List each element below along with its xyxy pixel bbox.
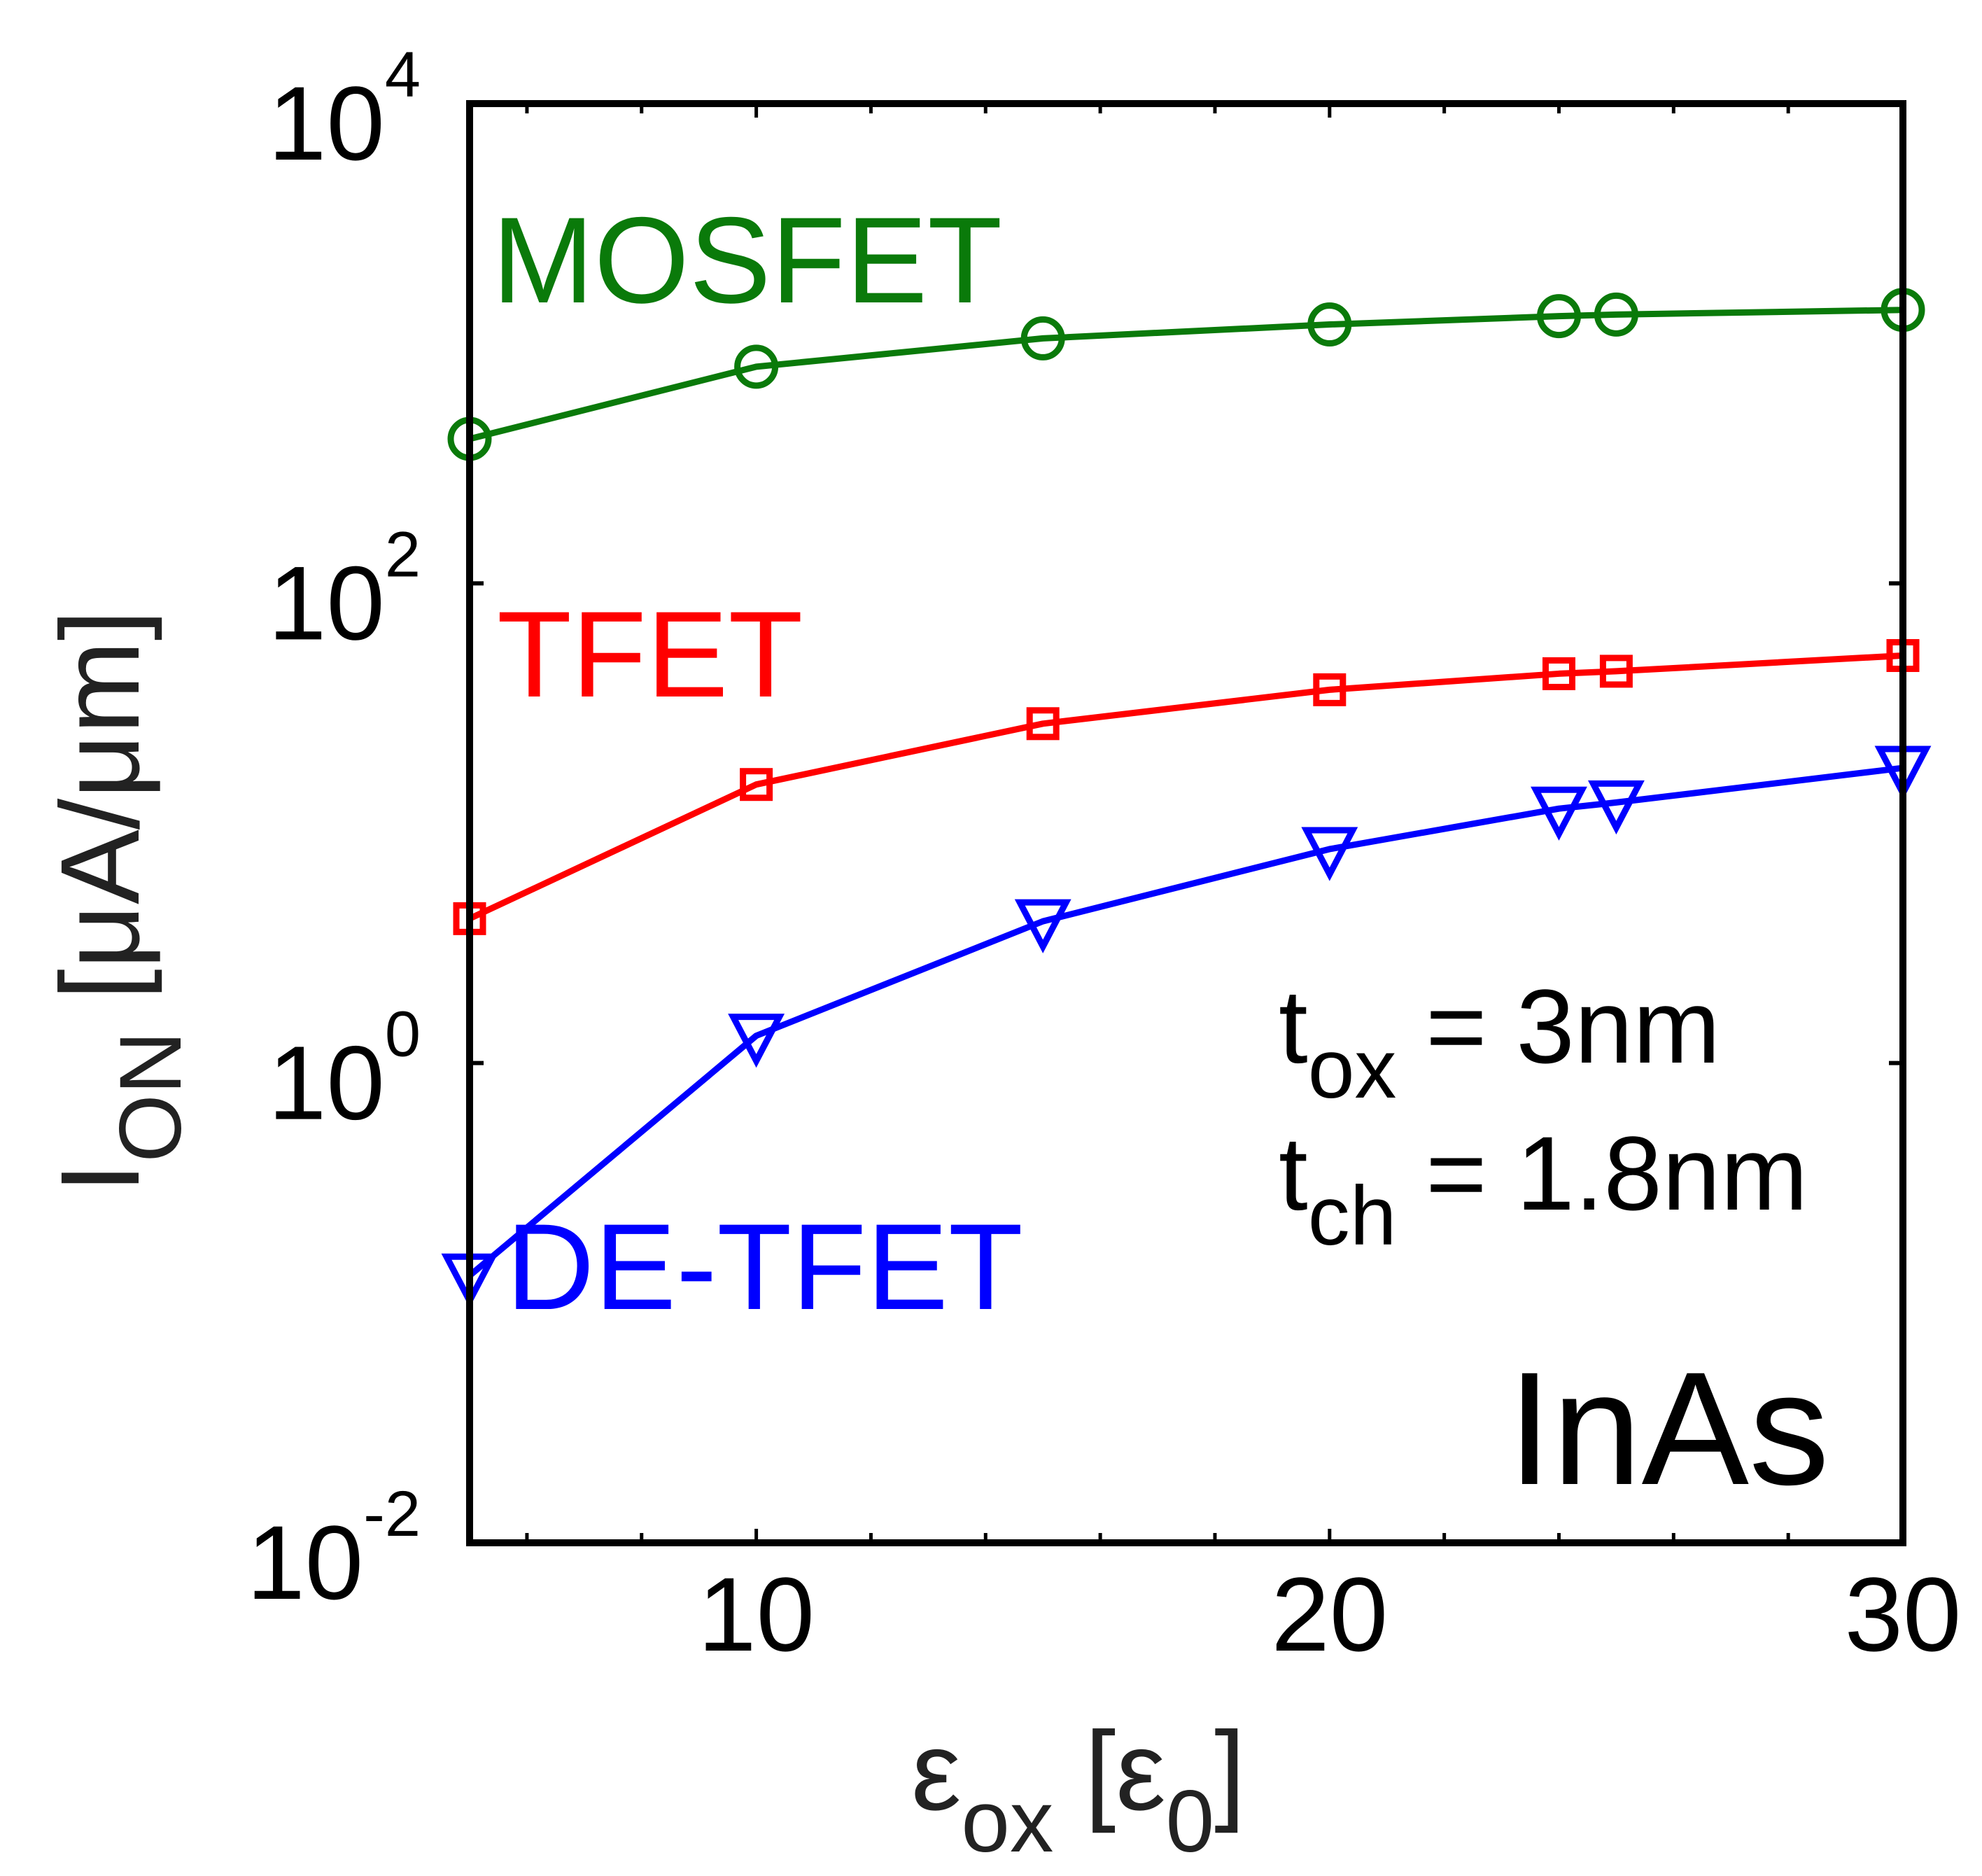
y-axis-title-unit: [μA/μm] — [37, 610, 162, 1031]
y-tick-exponent: 0 — [385, 999, 421, 1070]
y-tick-exponent: -2 — [363, 1478, 421, 1550]
series-label-mosfet: MOSFET — [492, 192, 1002, 329]
annotation-material: InAs — [1507, 1338, 1829, 1518]
data-point-tfet — [1026, 707, 1060, 741]
x-axis-title-main: ε — [911, 1708, 961, 1833]
y-tick-label: 102 — [268, 519, 421, 662]
x-axis-title-unit-sub: 0 — [1166, 1773, 1215, 1870]
series-line-de-tfet — [468, 764, 1904, 1278]
data-point-mosfet — [734, 344, 779, 389]
data-point-mosfet — [1020, 316, 1065, 360]
annotation-tch-rest: = 1.8nm — [1396, 1114, 1808, 1232]
data-point-de-tfet — [728, 1014, 785, 1068]
data-point-de-tfet — [1587, 780, 1645, 835]
y-tick-exponent: 2 — [385, 519, 421, 590]
x-tick-label: 30 — [1845, 1555, 1962, 1673]
y-tick-base: 10 — [268, 1024, 385, 1142]
annotation-tox-main: t — [1279, 967, 1308, 1085]
data-point-mosfet — [1594, 292, 1638, 337]
series-line-mosfet — [468, 307, 1904, 442]
series-label-de-tfet: DE-TFET — [506, 1199, 1023, 1336]
series-mosfet — [447, 288, 1925, 461]
data-point-tfet — [740, 768, 773, 802]
x-axis-title-unit: ε — [1116, 1708, 1165, 1833]
y-tick-label: 10-2 — [246, 1478, 421, 1621]
annotation-tch-main: t — [1279, 1114, 1308, 1232]
y-tick-base: 10 — [268, 544, 385, 662]
y-axis-title-main: I — [37, 1163, 162, 1194]
data-point-tfet — [1599, 654, 1633, 688]
x-tick-label: 10 — [698, 1555, 815, 1673]
plot-frame — [466, 100, 1906, 1546]
annotation-tch: tch = 1.8nm — [1279, 1114, 1808, 1263]
annotation-tch-sub: ch — [1308, 1169, 1397, 1263]
series-line-tfet — [468, 652, 1904, 922]
y-tick-base: 10 — [268, 64, 385, 182]
x-axis-title-close: ] — [1214, 1708, 1245, 1833]
x-axis-title-sub: ox — [961, 1773, 1053, 1870]
x-tick-label: 20 — [1271, 1555, 1388, 1673]
data-point-de-tfet — [1531, 786, 1587, 841]
series-layer — [441, 288, 1932, 1308]
data-point-de-tfet — [1014, 899, 1071, 953]
data-point-mosfet — [1536, 294, 1581, 339]
data-point-de-tfet — [1301, 827, 1358, 881]
data-point-mosfet — [1307, 302, 1352, 347]
x-axis-title: εox [ε0] — [911, 1708, 1246, 1870]
annotation-tox: tox = 3nm — [1279, 967, 1720, 1116]
series-label-tfet: TFET — [497, 587, 803, 723]
series-de-tfet — [441, 746, 1932, 1308]
annotation-tox-sub: ox — [1308, 1022, 1397, 1116]
y-axis-title-sub: ON — [102, 1031, 199, 1163]
x-axis-title-open: [ — [1053, 1708, 1116, 1833]
annotation-tox-rest: = 3nm — [1396, 967, 1720, 1085]
y-tick-base: 10 — [246, 1504, 363, 1621]
y-axis-title: ION [μA/μm] — [37, 610, 199, 1194]
data-point-tfet — [1542, 657, 1575, 690]
series-tfet — [453, 638, 1920, 935]
y-tick-label: 100 — [268, 999, 421, 1142]
data-point-tfet — [1313, 673, 1347, 706]
y-tick-exponent: 4 — [385, 39, 421, 111]
y-tick-label: 104 — [268, 39, 421, 182]
